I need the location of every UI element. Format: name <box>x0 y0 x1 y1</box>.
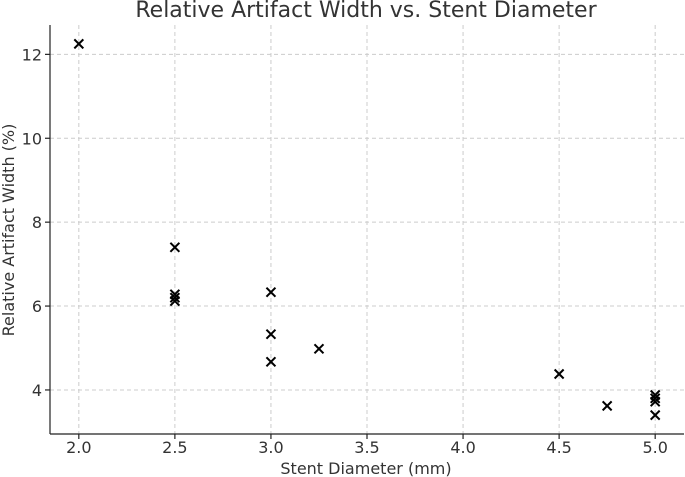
chart-title: Relative Artifact Width vs. Stent Diamet… <box>135 0 597 23</box>
data-point <box>169 295 181 307</box>
data-point <box>73 38 85 50</box>
x-axis-ticks: 2.0 2.5 3.0 3.5 4.0 4.5 5.0 <box>66 434 668 457</box>
data-point <box>265 287 277 298</box>
y-tick-label: 12 <box>22 45 42 64</box>
data-point <box>169 242 181 253</box>
data-point <box>265 328 277 340</box>
x-axis-label: Stent Diameter (mm) <box>280 459 451 477</box>
y-axis-label: Relative Artifact Width (%) <box>0 124 18 337</box>
x-tick-label: 4.0 <box>450 438 475 457</box>
y-axis-ticks: 4 6 8 10 12 <box>22 45 50 400</box>
x-tick-label: 5.0 <box>642 438 667 457</box>
x-tick-label: 3.0 <box>258 438 283 457</box>
x-tick-label: 2.5 <box>162 438 187 457</box>
y-tick-label: 10 <box>22 129 42 148</box>
x-tick-label: 2.0 <box>66 438 91 457</box>
grid-lines <box>50 25 684 434</box>
y-tick-label: 6 <box>32 297 42 316</box>
y-tick-label: 8 <box>32 213 42 232</box>
y-tick-label: 4 <box>32 381 42 400</box>
data-point <box>601 400 613 412</box>
data-point <box>553 368 565 380</box>
data-point <box>313 343 325 355</box>
data-point <box>649 393 661 404</box>
data-point <box>649 409 661 421</box>
data-point <box>169 292 181 303</box>
data-points <box>73 38 661 421</box>
data-point <box>649 396 661 407</box>
x-tick-label: 3.5 <box>354 438 379 457</box>
data-point <box>265 356 277 368</box>
x-tick-label: 4.5 <box>546 438 571 457</box>
